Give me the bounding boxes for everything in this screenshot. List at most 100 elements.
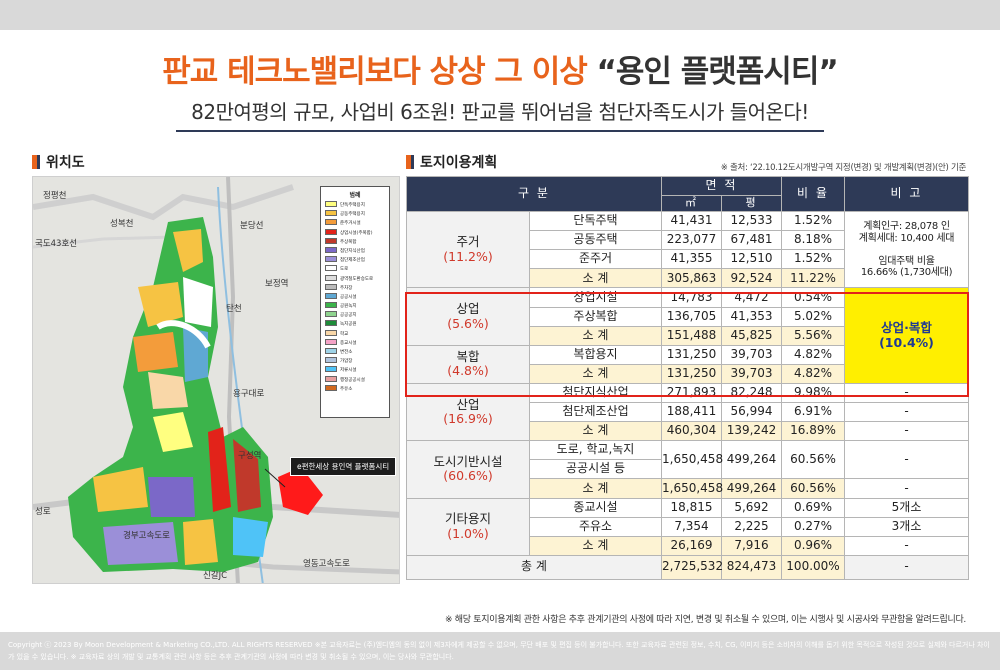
group-pct: (1.0%) <box>447 525 489 541</box>
ratio-cell: 16.89% <box>781 421 845 442</box>
legend-item: 녹지공원 <box>325 320 385 329</box>
header-ratio: 비 율 <box>781 175 845 213</box>
group-name: 복합 <box>456 348 480 364</box>
table-section-title: 토지이용계획 <box>406 152 497 172</box>
sqm-cell: 223,077 <box>661 230 722 251</box>
group-cell: 복합 (4.8%) <box>406 344 530 384</box>
group-pct: (5.6%) <box>447 315 489 331</box>
note-line: 임대주택 비율 <box>878 255 935 267</box>
legend-swatch <box>325 357 337 364</box>
legend-item: 단독주택용지 <box>325 201 385 210</box>
legend-item: 준주거시설 <box>325 219 385 228</box>
ratio-cell: 4.82% <box>781 363 845 384</box>
group-cell: 기타용지 (1.0%) <box>406 497 530 556</box>
note-cell: 5개소 <box>844 497 969 518</box>
legend-item: 주유소 <box>325 384 385 394</box>
note-cell: - <box>844 421 969 442</box>
legend-item: 공원녹지 <box>325 302 385 311</box>
legend-swatch <box>325 348 337 354</box>
legend-swatch <box>325 366 337 373</box>
legend-item: 학교 <box>325 329 385 339</box>
subtotal-row: 소 계 131,250 39,703 4.82% <box>407 363 969 384</box>
legend-swatch <box>325 384 337 391</box>
legend-item: 가압장 <box>325 357 385 366</box>
pyeong-cell: 499,264 <box>721 478 782 499</box>
table-row: 주상복합 136,705 41,353 5.02% <box>407 306 969 327</box>
row-label: 소 계 <box>529 325 662 346</box>
map-section-title: 위치도 <box>32 152 85 172</box>
legend-swatch <box>325 274 337 281</box>
page-subtitle: 82만여평의 규모, 사업비 6조원! 판교를 뛰어넘을 첨단자족도시가 들어온… <box>191 100 809 124</box>
project-callout: e편한세상 용인역 플랫폼시티 <box>290 457 397 476</box>
legend-swatch <box>325 375 337 382</box>
sqm-cell: 1,650,458 <box>661 440 723 480</box>
table-row: 주유소 7,354 2,225 0.27% 3개소 <box>407 516 969 537</box>
subtotal-row: 소 계 305,863 92,524 11.22% <box>407 268 969 289</box>
legend-title: 범례 <box>349 192 361 199</box>
row-label: 복합용지 <box>529 344 662 365</box>
row-label: 소 계 <box>529 421 662 442</box>
legend-label: 공공공지 <box>340 313 357 319</box>
sqm-cell: 460,304 <box>661 421 722 442</box>
land-use-table: 구 분 면 적 비 율 비 고 ㎡ 평 주거 (11.2%) 단독주택 41,43… <box>406 175 969 580</box>
map-label: 신갈JC <box>203 571 228 581</box>
sqm-cell: 271,893 <box>661 382 722 404</box>
group-cell: 상업 (5.6%) <box>406 287 530 346</box>
row-label: 상업시설 <box>529 287 662 308</box>
legend-label: 도로 <box>340 267 349 273</box>
legend-label: 준주거시설 <box>340 221 361 227</box>
sqm-cell: 136,705 <box>661 306 722 327</box>
row-label: 주상복합 <box>529 306 662 327</box>
table-row: 상업 (5.6%) 상업시설 14,783 4,472 0.54% 상업·복합 (1… <box>406 287 969 384</box>
pyeong-cell: 2,225 <box>721 516 782 537</box>
residential-note: 계획인구: 28,078 인 계획세대: 10,400 세대 임대주택 비율 1… <box>844 211 969 289</box>
header-sqm: ㎡ <box>661 195 722 213</box>
legend-item: 첨단제조산업 <box>325 256 385 265</box>
legend-swatch <box>325 338 337 345</box>
group-name: 주거 <box>456 234 480 250</box>
pyeong-cell: 4,472 <box>721 287 782 308</box>
row-label: 단독주택 <box>529 211 662 232</box>
pyeong-cell: 45,825 <box>721 325 782 346</box>
note-line: 계획인구: 28,078 인 <box>863 221 950 233</box>
map-label: 용구대로 <box>233 389 265 399</box>
ratio-cell: 60.56% <box>781 440 845 480</box>
legend-item: 행정공공시설 <box>325 375 385 385</box>
row-label: 도로, 학교,녹지 <box>529 440 662 461</box>
table-row: 공공시설 등 <box>407 459 969 480</box>
legend-label: 첨단제조산업 <box>340 258 365 264</box>
legend-label: 학교 <box>340 331 349 337</box>
pyeong-cell: 56,994 <box>721 402 782 423</box>
legend-label: 녹지공원 <box>340 322 357 328</box>
legend-label: 주상복합 <box>340 239 357 245</box>
section-marker-icon <box>32 155 40 169</box>
legend-label: 공원녹지 <box>340 304 357 310</box>
header-area: 면 적 <box>661 175 782 197</box>
legend-item: 종교시설 <box>325 338 385 348</box>
pyeong-cell: 39,703 <box>721 344 782 365</box>
row-label: 소 계 <box>529 363 662 384</box>
title-main: 판교 테크노밸리보다 상상 그 이상 <box>162 54 597 90</box>
map-label: 성로 <box>35 507 51 517</box>
note-line: 16.66% (1,730세대) <box>860 267 953 279</box>
pyeong-cell: 499,264 <box>721 440 782 480</box>
row-label: 공동주택 <box>529 230 662 251</box>
ratio-cell: 11.22% <box>781 268 845 289</box>
legend-item: 변전소 <box>325 348 385 357</box>
pyeong-cell: 92,524 <box>721 268 782 289</box>
pyeong-cell: 12,510 <box>721 249 782 270</box>
table-row: 도시기반시설 (60.6%) 도로, 학교,녹지 1,650,458 499,26… <box>406 440 969 499</box>
sqm-cell: 151,488 <box>661 325 722 346</box>
map-label: 성복천 <box>110 219 134 229</box>
group-cell: 주거 (11.2%) <box>406 211 530 289</box>
group-name: 기타용지 <box>444 511 491 527</box>
pyeong-cell: 5,692 <box>721 497 782 518</box>
note-cell: - <box>844 402 969 423</box>
table-row: 복합 (4.8%) 복합용지 131,250 39,703 4.82% <box>406 344 969 384</box>
header-note: 비 고 <box>844 175 969 213</box>
ratio-cell: 6.91% <box>781 402 845 423</box>
map-legend: 범례 단독주택용지 공동주택용지 준주거시설 상업시설(주복합) 주상복합 첨단지식산업 첨… <box>320 186 390 418</box>
legend-swatch <box>325 246 337 253</box>
group-name: 산업 <box>456 396 480 412</box>
legend-label: 저류시설 <box>340 368 357 374</box>
